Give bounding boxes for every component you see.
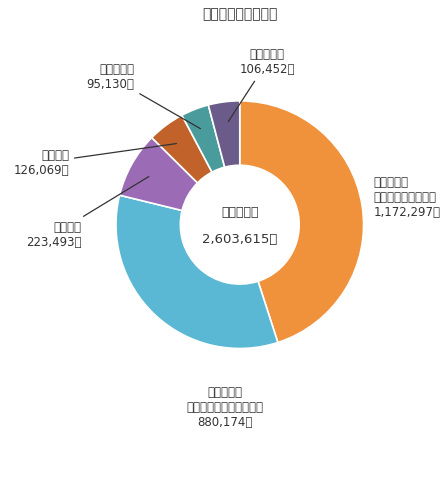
Text: 家族従業者
106,452人: 家族従業者 106,452人 <box>228 48 295 121</box>
Text: 個人業主
223,493人: 個人業主 223,493人 <box>26 177 149 249</box>
Text: 2,603,615人: 2,603,615人 <box>202 233 278 246</box>
Wedge shape <box>116 195 278 348</box>
Text: 常用雇用者
（正社員・正職員）
1,172,297人: 常用雇用者 （正社員・正職員） 1,172,297人 <box>373 176 440 219</box>
Wedge shape <box>152 115 212 183</box>
Wedge shape <box>208 101 240 167</box>
Text: 常用雇用者
（正社員・正職員以外）
880,174人: 常用雇用者 （正社員・正職員以外） 880,174人 <box>186 385 263 429</box>
Wedge shape <box>119 138 198 211</box>
Text: 従業者総数: 従業者総数 <box>221 206 258 219</box>
Wedge shape <box>182 105 225 172</box>
Text: 有給役員
126,069人: 有給役員 126,069人 <box>13 144 177 177</box>
Wedge shape <box>240 101 364 343</box>
Text: 臨時雇用者
95,130人: 臨時雇用者 95,130人 <box>87 63 201 129</box>
Title: 従業上の地位別構成: 従業上の地位別構成 <box>202 7 278 22</box>
